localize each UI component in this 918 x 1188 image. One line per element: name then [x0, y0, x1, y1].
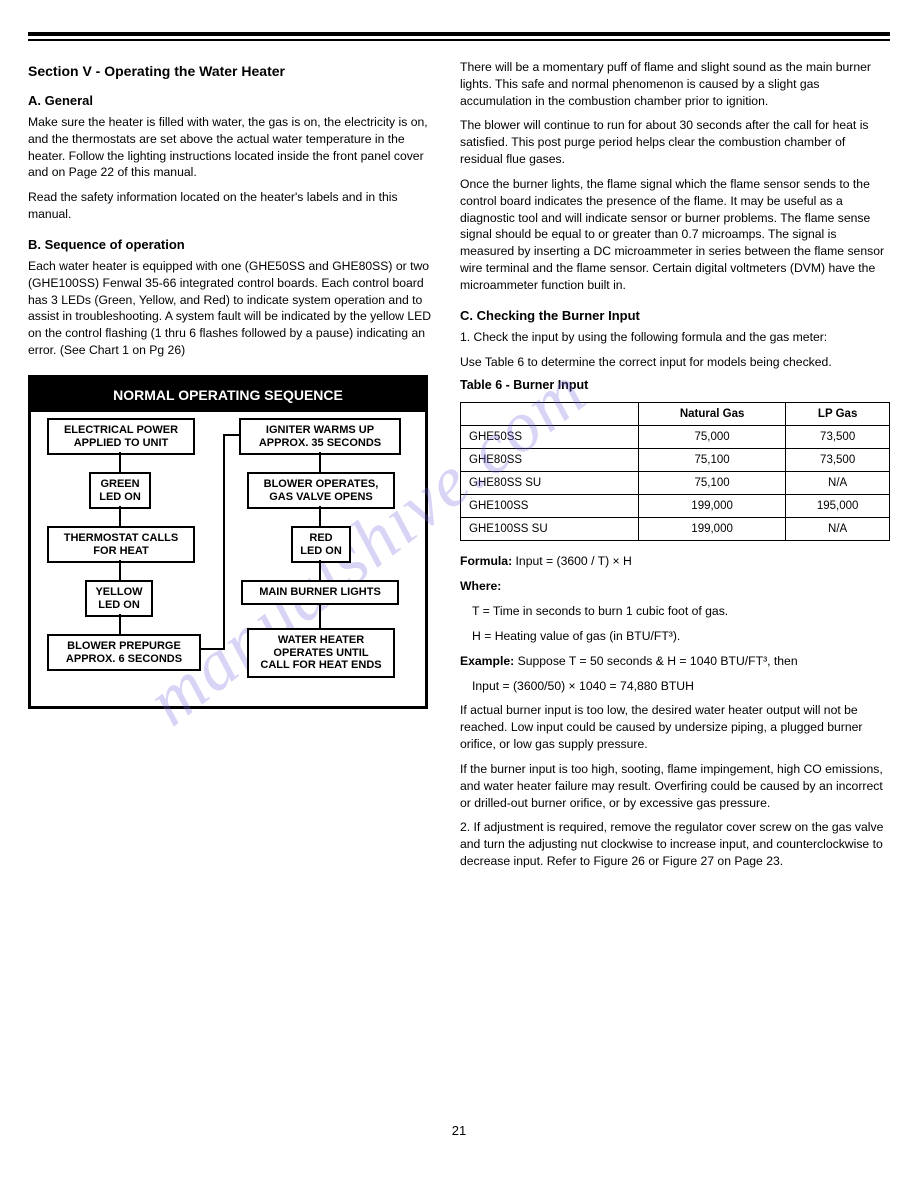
flowchart-node-prepurge: BLOWER PREPURGEAPPROX. 6 SECONDS [47, 634, 201, 671]
table-header-lp: LP Gas [786, 403, 890, 426]
example-label: Example: [460, 654, 514, 668]
table-row: GHE100SS 199,000 195,000 [461, 495, 890, 518]
subheading-sequence: B. Sequence of operation [28, 237, 438, 252]
burner-input-use-table: Use Table 6 to determine the correct inp… [460, 354, 890, 371]
flowchart-node-red-led: REDLED ON [291, 526, 351, 563]
right-paragraph-3: Once the burner lights, the flame signal… [460, 176, 890, 294]
flowchart-node-burner-lights: MAIN BURNER LIGHTS [241, 580, 399, 605]
general-paragraph-2: Read the safety information located on t… [28, 189, 438, 223]
subheading-burner-input: C. Checking the Burner Input [460, 308, 890, 323]
table-row: GHE100SS SU 199,000 N/A [461, 518, 890, 541]
flowchart-connector [319, 560, 321, 580]
flowchart-connector [223, 434, 239, 436]
subheading-general: A. General [28, 93, 438, 108]
table-cell: GHE80SS SU [461, 472, 639, 495]
formula-where-label: Where: [460, 579, 501, 593]
burner-paragraph-3: If actual burner input is too low, the d… [460, 702, 890, 752]
table-header-nat: Natural Gas [638, 403, 785, 426]
right-paragraph-2: The blower will continue to run for abou… [460, 117, 890, 167]
formula-equation: Input = (3600 / T) × H [516, 554, 632, 568]
page-number: 21 [452, 1123, 466, 1138]
flowchart-connector [319, 604, 321, 628]
table-cell: 199,000 [638, 518, 785, 541]
table-cell: 199,000 [638, 495, 785, 518]
table-row: GHE50SS 75,000 73,500 [461, 426, 890, 449]
table-cell: 73,500 [786, 449, 890, 472]
table-cell: 75,000 [638, 426, 785, 449]
flowchart-connector [119, 560, 121, 580]
flowchart-connector [223, 434, 225, 650]
flowchart-connector [201, 648, 225, 650]
burner-paragraph-4: If the burner input is too high, sooting… [460, 761, 890, 811]
table-caption: Table 6 - Burner Input [460, 378, 890, 392]
right-paragraph-1: There will be a momentary puff of flame … [460, 59, 890, 109]
table-header-row: Natural Gas LP Gas [461, 403, 890, 426]
table-header-blank [461, 403, 639, 426]
table-cell: GHE50SS [461, 426, 639, 449]
table-cell: GHE80SS [461, 449, 639, 472]
table-cell: GHE100SS SU [461, 518, 639, 541]
flowchart-node-operates: WATER HEATEROPERATES UNTILCALL FOR HEAT … [247, 628, 395, 678]
table-row: GHE80SS 75,100 73,500 [461, 449, 890, 472]
formula-T: T = Time in seconds to burn 1 cubic foot… [472, 603, 890, 620]
general-paragraph-1: Make sure the heater is filled with wate… [28, 114, 438, 181]
formula-H: H = Heating value of gas (in BTU/FT³). [472, 628, 890, 645]
flowchart-connector [119, 614, 121, 634]
flowchart-connector [319, 452, 321, 472]
burner-input-table: Natural Gas LP Gas GHE50SS 75,000 73,500… [460, 402, 890, 541]
table-cell: N/A [786, 518, 890, 541]
flowchart-node-gas-valve: BLOWER OPERATES,GAS VALVE OPENS [247, 472, 395, 509]
table-cell: 195,000 [786, 495, 890, 518]
table-cell: 75,100 [638, 449, 785, 472]
burner-paragraph-5: 2. If adjustment is required, remove the… [460, 819, 890, 869]
flowchart-connector [119, 506, 121, 526]
flowchart-container: NORMAL OPERATING SEQUENCE ELECTRICAL POW… [28, 375, 428, 709]
section-title: Section V - Operating the Water Heater [28, 63, 438, 79]
sequence-paragraph: Each water heater is equipped with one (… [28, 258, 438, 359]
flowchart-node-yellow-led: YELLOWLED ON [85, 580, 153, 617]
table-row: GHE80SS SU 75,100 N/A [461, 472, 890, 495]
table-cell: 75,100 [638, 472, 785, 495]
table-cell: 73,500 [786, 426, 890, 449]
flowchart-title: NORMAL OPERATING SEQUENCE [31, 378, 425, 412]
example-calc: Input = (3600/50) × 1040 = 74,880 BTUH [472, 678, 890, 695]
table-cell: GHE100SS [461, 495, 639, 518]
table-cell: N/A [786, 472, 890, 495]
example-text: Suppose T = 50 seconds & H = 1040 BTU/FT… [518, 654, 798, 668]
top-rule-thick [28, 32, 890, 36]
flowchart-connector [119, 452, 121, 472]
flowchart-connector [319, 506, 321, 526]
flowchart-node-igniter: IGNITER WARMS UPAPPROX. 35 SECONDS [239, 418, 401, 455]
flowchart-node-power: ELECTRICAL POWERAPPLIED TO UNIT [47, 418, 195, 455]
flowchart-node-thermostat: THERMOSTAT CALLSFOR HEAT [47, 526, 195, 563]
flowchart-body: ELECTRICAL POWERAPPLIED TO UNIT GREENLED… [31, 412, 425, 706]
top-rule-thin [28, 39, 890, 41]
formula-label: Formula: [460, 554, 512, 568]
flowchart-node-green-led: GREENLED ON [89, 472, 151, 509]
burner-input-step1: 1. Check the input by using the followin… [460, 329, 890, 346]
